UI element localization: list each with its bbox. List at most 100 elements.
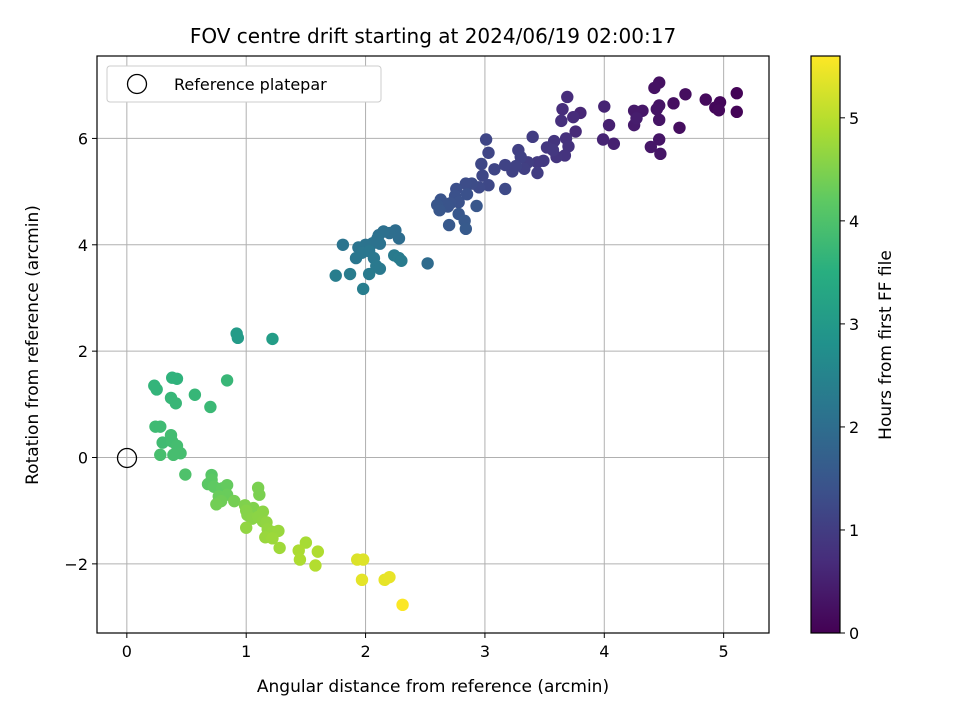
data-point bbox=[654, 147, 667, 161]
data-point bbox=[667, 97, 680, 110]
colorbar-gradient bbox=[811, 56, 840, 633]
data-point bbox=[355, 573, 369, 587]
data-point bbox=[561, 90, 574, 104]
data-point bbox=[392, 232, 406, 245]
data-point bbox=[598, 100, 611, 113]
y-axis-ticks: −2 0 2 4 6 bbox=[64, 129, 97, 574]
data-point bbox=[210, 498, 223, 511]
data-point bbox=[240, 521, 253, 534]
data-point bbox=[273, 541, 286, 555]
data-point bbox=[475, 157, 488, 171]
y-tick-label: 4 bbox=[78, 236, 88, 255]
grid bbox=[97, 56, 769, 633]
data-point bbox=[470, 199, 483, 213]
data-point bbox=[188, 388, 202, 401]
data-point bbox=[630, 112, 643, 125]
data-point bbox=[652, 113, 666, 127]
data-point bbox=[488, 163, 501, 176]
data-point bbox=[673, 121, 686, 134]
data-point bbox=[499, 182, 512, 196]
chart-title: FOV centre drift starting at 2024/06/19 … bbox=[190, 24, 676, 48]
legend: Reference platepar bbox=[106, 65, 382, 103]
x-axis-ticks: 0 1 2 3 4 5 bbox=[122, 633, 729, 661]
data-point bbox=[373, 262, 387, 275]
data-point bbox=[479, 133, 493, 146]
data-point bbox=[650, 102, 664, 116]
y-tick-label: 2 bbox=[78, 342, 88, 361]
data-point bbox=[730, 87, 743, 100]
data-point bbox=[395, 254, 408, 267]
data-point bbox=[556, 102, 569, 116]
data-point bbox=[220, 374, 234, 387]
colorbar-ticks: 0 1 2 3 4 5 bbox=[840, 109, 859, 643]
data-point bbox=[179, 468, 192, 481]
colorbar-tick-label: 4 bbox=[849, 212, 859, 231]
data-point bbox=[555, 114, 568, 128]
data-point bbox=[396, 598, 409, 612]
data-point bbox=[292, 544, 305, 557]
data-point bbox=[607, 137, 621, 150]
data-point bbox=[167, 448, 180, 462]
colorbar-tick-label: 2 bbox=[849, 418, 859, 437]
data-point bbox=[329, 269, 342, 282]
data-point bbox=[170, 372, 184, 386]
x-tick-label: 2 bbox=[360, 642, 370, 661]
data-point bbox=[531, 156, 544, 169]
data-point bbox=[311, 545, 325, 558]
data-point bbox=[231, 331, 245, 345]
y-tick-label: −2 bbox=[64, 555, 88, 574]
data-point bbox=[546, 143, 560, 157]
data-point bbox=[712, 104, 726, 117]
data-point bbox=[373, 237, 387, 250]
data-point bbox=[220, 478, 234, 492]
y-tick-label: 6 bbox=[78, 129, 88, 148]
data-point bbox=[648, 81, 661, 95]
data-points bbox=[148, 76, 743, 612]
data-point bbox=[150, 383, 163, 396]
colorbar-frame bbox=[810, 55, 841, 634]
reference-platepar-marker bbox=[116, 447, 138, 469]
data-point bbox=[596, 133, 610, 146]
legend-entry: Reference platepar bbox=[174, 75, 327, 94]
data-point bbox=[154, 420, 167, 433]
data-point bbox=[679, 88, 692, 101]
y-tick-label: 0 bbox=[78, 449, 88, 468]
x-axis-label: Angular distance from reference (arcmin) bbox=[257, 677, 609, 697]
data-point bbox=[293, 553, 307, 566]
data-point bbox=[383, 570, 396, 584]
data-point bbox=[459, 222, 473, 236]
data-point bbox=[531, 166, 544, 180]
colorbar: 0 1 2 3 4 5 Hours from first FF file bbox=[810, 55, 896, 643]
data-point bbox=[730, 105, 743, 119]
data-point bbox=[476, 169, 489, 182]
colorbar-tick-label: 1 bbox=[849, 521, 859, 540]
data-point bbox=[343, 267, 357, 281]
data-point bbox=[253, 488, 266, 501]
data-point bbox=[567, 110, 580, 124]
colorbar-label: Hours from first FF file bbox=[876, 250, 896, 440]
data-point bbox=[266, 332, 279, 346]
x-tick-label: 5 bbox=[719, 642, 729, 661]
y-axis-label: Rotation from reference (arcmin) bbox=[23, 205, 43, 485]
colorbar-tick-label: 5 bbox=[849, 109, 859, 128]
data-point bbox=[569, 125, 582, 138]
data-point bbox=[356, 282, 370, 296]
data-point bbox=[349, 251, 363, 265]
data-point bbox=[460, 188, 474, 201]
data-point bbox=[602, 118, 616, 132]
plot-frame bbox=[96, 55, 770, 634]
legend-marker bbox=[126, 73, 148, 95]
data-point bbox=[204, 400, 217, 414]
data-point bbox=[459, 177, 473, 190]
data-point bbox=[482, 146, 495, 159]
data-point bbox=[433, 204, 446, 217]
x-tick-label: 1 bbox=[241, 642, 251, 661]
legend-box bbox=[106, 65, 382, 103]
data-point bbox=[482, 179, 495, 192]
data-point bbox=[356, 553, 370, 566]
data-point bbox=[309, 559, 322, 572]
x-tick-label: 4 bbox=[599, 642, 609, 661]
data-point bbox=[266, 532, 279, 545]
data-point bbox=[652, 133, 666, 146]
